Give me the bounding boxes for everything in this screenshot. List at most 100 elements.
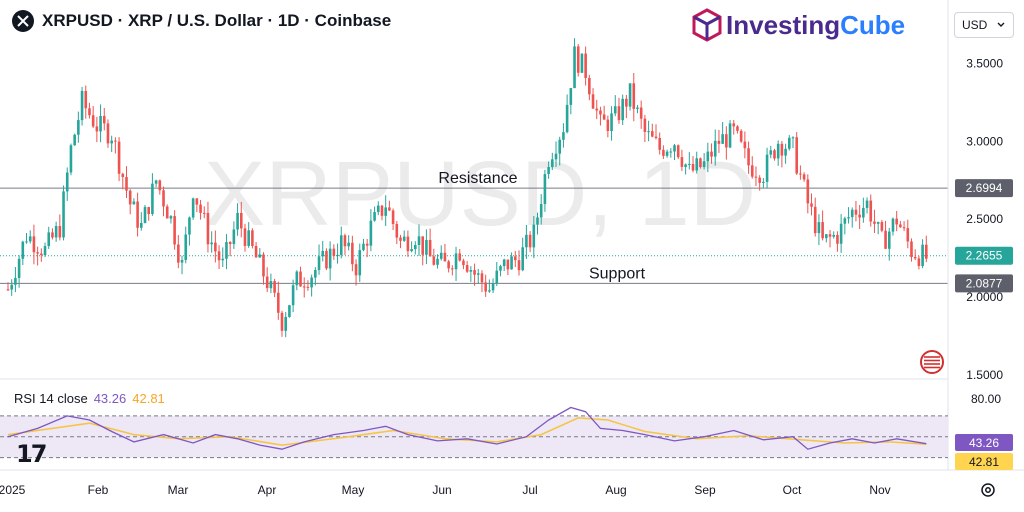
candle-body (214, 242, 217, 252)
candle-body (776, 143, 780, 159)
candle-body (391, 210, 395, 225)
candle-body (499, 266, 502, 271)
candle-body (328, 248, 332, 269)
x-tick-label: Aug (605, 483, 626, 497)
candle-body (414, 245, 417, 250)
candle-body (528, 234, 532, 248)
candle-body (269, 281, 273, 289)
y-tick-label: 3.5000 (966, 56, 1003, 70)
candle-body (84, 90, 88, 109)
candle-body (206, 212, 210, 245)
candle-body (58, 226, 62, 238)
candle-body (239, 212, 243, 229)
candle-body (354, 264, 358, 276)
candle-body (865, 200, 869, 208)
level-badge-label: 2.0877 (966, 276, 1003, 290)
candle-body (121, 173, 125, 178)
candle-body (543, 174, 547, 205)
candle-body (221, 258, 225, 261)
y-tick-label: 1.5000 (966, 368, 1003, 382)
candle-body (232, 229, 236, 245)
candle-body (140, 222, 143, 228)
candle-body (891, 218, 895, 232)
candle-body (399, 237, 402, 241)
candle-body (688, 163, 691, 165)
candle-body (632, 83, 636, 109)
candle-body (832, 234, 836, 237)
x-tick-label: Nov (869, 483, 890, 497)
candle-body (454, 253, 458, 270)
candle-body (306, 286, 310, 288)
candle-body (451, 268, 454, 270)
candle-body (351, 242, 354, 265)
brand-accent: Cube (840, 9, 906, 40)
candle-body (639, 107, 643, 119)
candle-body (295, 271, 299, 286)
rsi-ma-value: 42.81 (132, 391, 165, 406)
candle-body (654, 136, 658, 139)
x-tick-label: Jul (522, 483, 537, 497)
candle-body (280, 312, 284, 331)
currency-select[interactable]: USD (954, 12, 1014, 38)
candle-body (476, 273, 480, 275)
candle-body (251, 230, 254, 246)
candle-body (836, 234, 839, 244)
candle-body (80, 90, 84, 121)
candle-body (443, 252, 447, 262)
candle-body (862, 207, 865, 218)
candle-body (806, 179, 810, 204)
candle-body (506, 259, 510, 270)
candle-body (128, 190, 132, 205)
candle-body (554, 153, 558, 160)
candle-body (802, 174, 806, 180)
candle-body (302, 286, 306, 288)
candle-body (810, 203, 813, 207)
candle-body (114, 140, 117, 142)
rsi-axis-label: 80.00 (971, 392, 1001, 406)
candle-body (165, 206, 169, 219)
candle-body (225, 242, 228, 259)
candle-body (595, 108, 599, 111)
candle-body (258, 254, 262, 258)
x-tick-label: Oct (783, 483, 802, 497)
candle-body (406, 236, 410, 252)
candle-body (739, 130, 743, 142)
chevron-down-icon (997, 22, 1005, 27)
settings-gear-icon[interactable] (978, 480, 998, 500)
candle-body (902, 227, 906, 229)
candle-body (495, 270, 499, 284)
candle-body (784, 148, 787, 156)
candle-body (569, 88, 573, 105)
candle-body (765, 154, 769, 182)
candle-body (684, 164, 687, 167)
candle-body (673, 145, 676, 152)
candle-body (199, 204, 202, 213)
candle-body (369, 220, 373, 246)
candle-body (376, 205, 380, 213)
candle-body (899, 224, 902, 228)
candle-body (169, 216, 173, 219)
candle-body (365, 243, 369, 246)
candle-body (747, 148, 750, 166)
x-tick-label: May (342, 483, 365, 497)
rsi-badge (955, 434, 1013, 451)
candle-body (388, 207, 391, 211)
candle-body (787, 137, 791, 149)
candle-body (91, 115, 95, 127)
candle-body (628, 83, 632, 107)
candle-body (17, 258, 21, 278)
candle-body (517, 260, 521, 271)
candle-body (917, 258, 921, 267)
candle-body (284, 316, 288, 331)
candle-body (106, 123, 110, 144)
candle-body (669, 151, 673, 153)
candle-body (317, 256, 321, 271)
currency-label: USD (962, 18, 988, 32)
candle-body (706, 151, 710, 162)
candle-body (921, 244, 924, 267)
rsi-badge-label: 43.26 (969, 436, 999, 450)
candle-body (310, 277, 313, 288)
candle-body (314, 270, 317, 278)
candle-body (691, 163, 695, 171)
